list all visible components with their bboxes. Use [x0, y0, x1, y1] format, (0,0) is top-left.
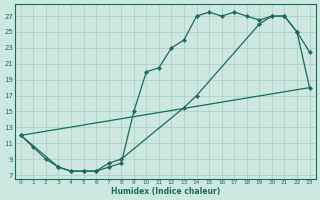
X-axis label: Humidex (Indice chaleur): Humidex (Indice chaleur): [111, 187, 220, 196]
